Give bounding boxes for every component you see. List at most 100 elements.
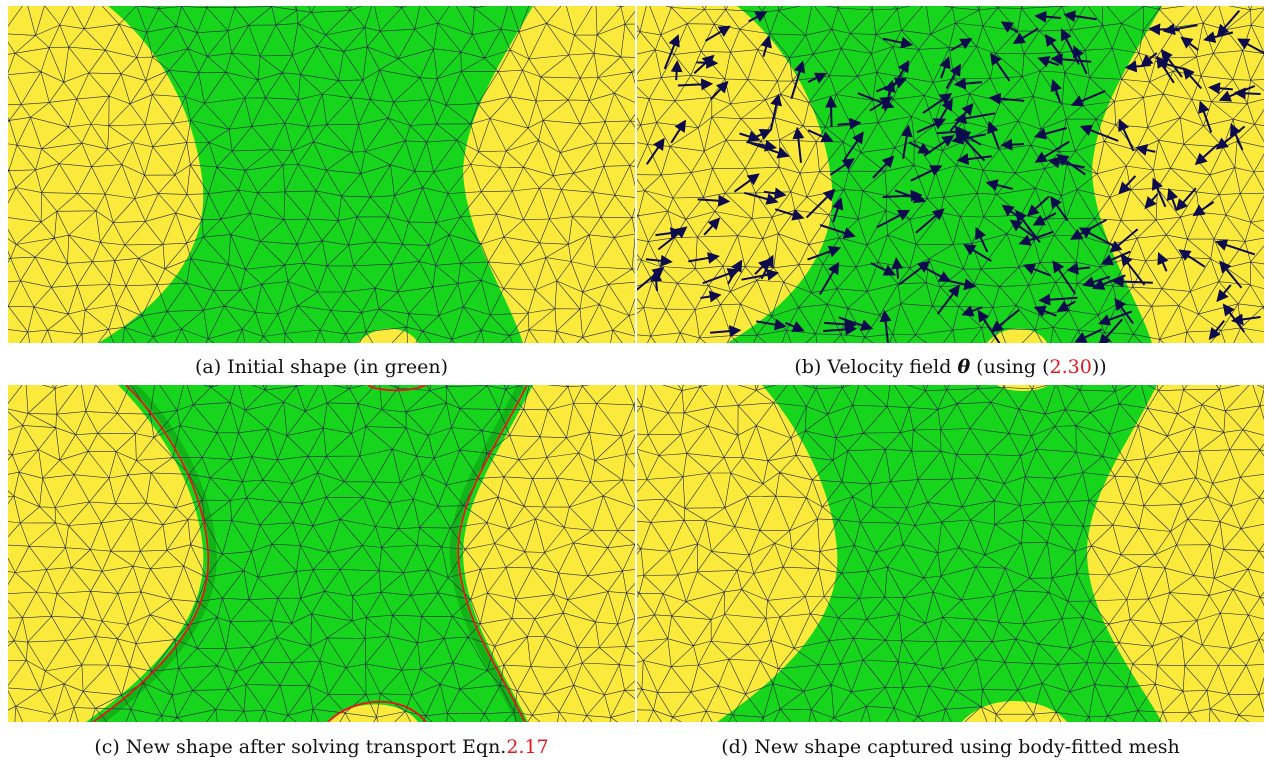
velocity-arrow	[1118, 175, 1137, 195]
panel-b-velocity-field	[637, 6, 1264, 343]
velocity-arrow	[1192, 201, 1215, 217]
velocity-arrow	[1038, 293, 1078, 306]
velocity-arrow	[1098, 318, 1124, 343]
velocity-arrow	[1140, 52, 1158, 67]
caption-c: (c) New shape after solving transport Eq…	[8, 736, 635, 758]
caption-b-middle: (using (	[970, 356, 1050, 378]
velocity-arrow	[1037, 55, 1060, 68]
caption-b: (b) Velocity field θ (using (2.30))	[637, 356, 1264, 378]
velocity-arrow	[696, 56, 719, 69]
velocity-arrow	[1194, 143, 1219, 166]
velocity-arrow	[1233, 87, 1261, 100]
velocity-arrow	[1166, 187, 1179, 211]
velocity-arrow	[805, 188, 836, 219]
velocity-arrow	[1231, 313, 1261, 326]
caption-c-prefix: (c) New shape after solving transport Eq…	[94, 736, 507, 758]
velocity-arrow	[1124, 60, 1151, 73]
equation-ref-2-17[interactable]: 2.17	[506, 736, 549, 758]
caption-a: (a) Initial shape (in green)	[8, 356, 635, 378]
velocity-arrow	[1148, 23, 1180, 36]
mesh-edges	[637, 385, 1264, 722]
velocity-arrow	[950, 38, 973, 52]
velocity-arrows	[637, 10, 1264, 343]
velocity-arrow	[1219, 260, 1243, 289]
velocity-arrow	[987, 120, 1000, 149]
velocity-arrow	[1000, 21, 1019, 34]
velocity-arrow	[807, 129, 834, 143]
velocity-arrow	[750, 142, 790, 159]
velocity-arrow	[857, 92, 895, 109]
velocity-arrow	[1100, 250, 1131, 266]
velocity-arrow	[756, 318, 787, 331]
velocity-arrow	[1000, 138, 1025, 151]
velocity-arrow	[744, 191, 779, 205]
velocity-arrow	[819, 261, 840, 296]
mesh-plot-a	[8, 6, 635, 343]
velocity-arrow	[704, 25, 731, 42]
velocity-arrow	[977, 309, 1001, 343]
velocity-arrow	[702, 268, 740, 285]
velocity-arrow	[703, 217, 721, 236]
velocity-arrow	[1074, 328, 1103, 343]
velocity-arrow	[829, 158, 855, 176]
velocity-arrow	[1208, 82, 1233, 95]
velocity-arrow	[949, 102, 974, 132]
boundary-shadow	[97, 385, 217, 722]
velocity-arrow	[1009, 219, 1035, 238]
new-boundary-right	[457, 385, 528, 722]
velocity-arrow	[819, 224, 856, 239]
velocity-arrow	[700, 290, 722, 303]
equation-ref-2-30[interactable]: 2.30	[1049, 356, 1092, 378]
velocity-arrow	[663, 34, 680, 70]
velocity-arrow	[741, 268, 780, 281]
velocity-arrow	[645, 137, 665, 165]
velocity-arrow	[710, 80, 729, 101]
top-yellow-bump	[997, 385, 1049, 391]
velocity-arrow	[1033, 305, 1057, 317]
velocity-arrow	[1063, 10, 1097, 23]
velocity-arrow	[1120, 253, 1146, 286]
velocity-arrow	[670, 60, 683, 81]
velocity-arrow	[733, 173, 760, 193]
velocity-arrow	[1160, 48, 1183, 78]
velocity-arrow	[774, 208, 805, 221]
triangular-mesh	[8, 6, 635, 343]
velocity-arrow	[792, 126, 805, 163]
velocity-arrow	[988, 92, 1025, 105]
velocity-arrow	[1215, 239, 1256, 256]
mesh-edges	[8, 385, 635, 722]
velocity-arrow	[908, 141, 931, 154]
velocity-arrow	[697, 194, 731, 207]
velocity-arrow	[1156, 55, 1175, 84]
velocity-arrow	[1216, 284, 1232, 303]
caption-b-suffix: ))	[1091, 356, 1107, 378]
velocity-arrow	[1182, 66, 1203, 90]
velocity-arrow	[1034, 140, 1070, 163]
velocity-arrow	[922, 92, 953, 114]
velocity-arrow	[923, 135, 955, 157]
green-shape-region	[98, 6, 533, 343]
velocity-arrow	[1050, 79, 1062, 103]
velocity-arrow	[1208, 319, 1225, 341]
mesh-plot-c	[8, 385, 635, 722]
velocity-arrow	[784, 320, 805, 332]
mesh-plot-b	[637, 6, 1264, 343]
velocity-arrow	[837, 117, 862, 130]
new-boundary-left	[92, 385, 210, 722]
caption-b-prefix: (b) Velocity field	[794, 356, 958, 378]
velocity-arrow	[870, 262, 896, 276]
velocity-arrow	[939, 56, 951, 79]
velocity-arrow	[1079, 124, 1119, 142]
velocity-arrow	[1144, 193, 1159, 210]
velocity-arrow	[1050, 195, 1069, 222]
velocity-arrow	[748, 11, 768, 23]
velocity-arrow	[936, 284, 961, 315]
velocity-arrow	[1044, 33, 1061, 56]
velocity-arrow	[807, 72, 828, 84]
velocity-arrow	[670, 119, 687, 144]
velocity-arrow	[1175, 187, 1197, 212]
velocity-arrow	[1157, 251, 1169, 272]
velocity-arrow	[872, 155, 895, 179]
caption-d-text: (d) New shape captured using body-fitted…	[721, 736, 1180, 758]
velocity-arrow	[898, 260, 931, 286]
